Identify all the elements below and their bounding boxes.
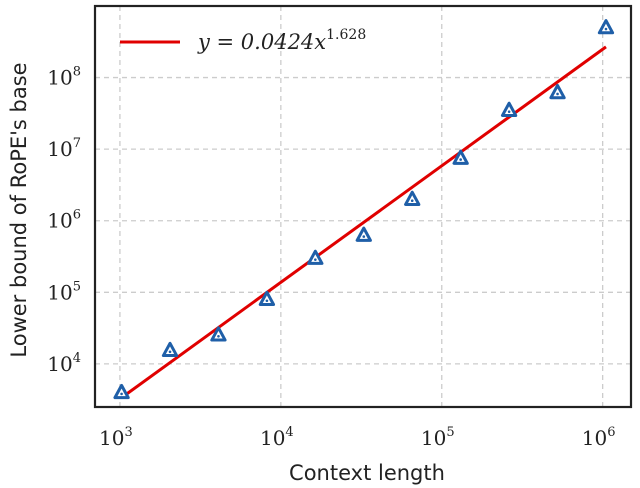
y-tick-label-1: 105: [47, 279, 81, 304]
grid: [95, 6, 631, 407]
data-point-3: [258, 290, 276, 307]
legend: y = 0.0424x1.628: [120, 27, 366, 54]
plot-frame: [93, 4, 633, 409]
y-tick-label-2: 106: [47, 208, 81, 233]
x-tick-label-3: 106: [582, 425, 616, 450]
data-point-10: [597, 19, 615, 35]
y-tick-label-4: 108: [47, 65, 81, 90]
y-tick-label-0: 104: [47, 351, 81, 376]
fit-line: [120, 45, 607, 399]
data-point-1: [161, 341, 179, 358]
data-point-7: [452, 149, 469, 165]
data-point-9: [549, 83, 566, 100]
data-point-2: [210, 326, 227, 342]
x-axis-label: Context length: [289, 461, 445, 485]
data-point-0: [113, 383, 130, 400]
data-point-4: [307, 249, 324, 265]
y-axis-label: Lower bound of RoPE's base: [7, 62, 31, 357]
x-tick-label-2: 105: [421, 425, 455, 450]
data-point-6: [404, 190, 421, 206]
x-tick-label-1: 104: [260, 425, 294, 450]
legend-label: y = 0.0424x1.628: [197, 27, 366, 54]
data-point-5: [355, 226, 372, 242]
y-axis-ticks: 104 105 106 107 108: [47, 65, 81, 376]
y-tick-label-3: 107: [47, 136, 81, 161]
x-axis-ticks: 103 104 105 106: [99, 425, 615, 450]
x-tick-label-0: 103: [99, 425, 133, 450]
data-points: [113, 19, 615, 400]
fit-line-group: [120, 45, 607, 399]
data-point-8: [500, 101, 518, 117]
